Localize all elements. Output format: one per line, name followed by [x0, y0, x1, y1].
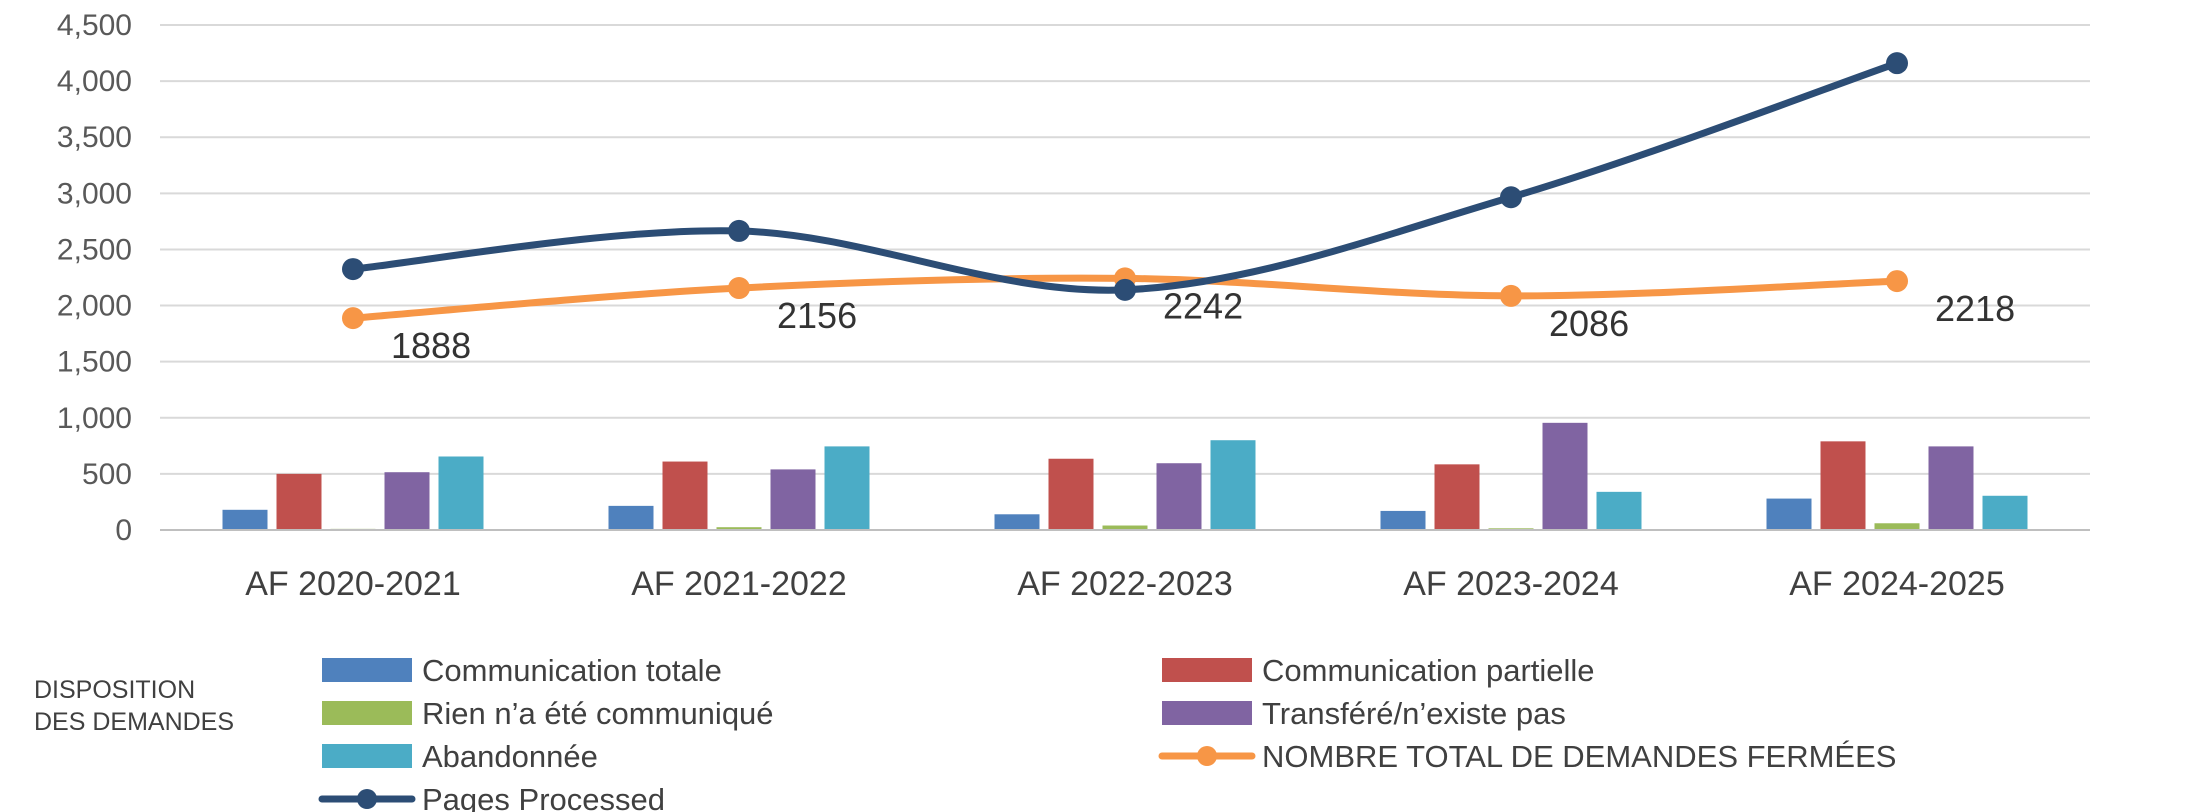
y-tick-label: 2,000 [57, 290, 132, 323]
line-point [342, 307, 364, 330]
bar [1102, 525, 1148, 530]
line-point [1114, 278, 1136, 301]
bar [994, 514, 1040, 530]
legend-label: Abandonnée [422, 739, 598, 774]
y-tick-label: 1,000 [57, 402, 132, 435]
line-point [728, 277, 750, 300]
legend-swatch [322, 658, 412, 682]
lines [342, 52, 1908, 330]
bar [1982, 495, 2028, 530]
bar [1928, 446, 1974, 530]
legend-swatch [322, 744, 412, 768]
bar [716, 527, 762, 530]
bars [222, 422, 2028, 530]
line-point [1500, 284, 1522, 307]
x-tick-label: AF 2020-2021 [245, 565, 461, 603]
bar [1596, 491, 1642, 530]
line-point [342, 258, 364, 281]
legend-label: Pages Processed [422, 782, 665, 812]
y-tick-label: 0 [115, 514, 132, 547]
y-tick-label: 1,500 [57, 346, 132, 379]
x-tick-label: AF 2024-2025 [1789, 565, 2005, 603]
bar [1766, 498, 1812, 530]
data-label: 2242 [1163, 285, 1243, 326]
bar [662, 461, 708, 530]
series-line [349, 59, 1901, 294]
y-axis: 0 500 1,000 1,500 2,000 2,500 3,000 3,500 4,000 4… [57, 9, 132, 547]
bar [222, 509, 268, 530]
legend-label: Rien n’a été communiqué [422, 696, 774, 731]
y-tick-label: 3,500 [57, 121, 132, 154]
bar [384, 472, 430, 530]
legend-label: Transféré/n’existe pas [1262, 696, 1566, 731]
x-tick-label: AF 2022-2023 [1017, 565, 1233, 603]
bar [438, 456, 484, 530]
legend-swatch [1162, 658, 1252, 682]
y-tick-label: 3,000 [57, 177, 132, 210]
legend-marker [1197, 746, 1217, 766]
bar [1434, 464, 1480, 530]
line-point [1886, 270, 1908, 293]
bar [1048, 458, 1094, 530]
legend-swatch [322, 701, 412, 725]
y-tick-label: 4,500 [57, 9, 132, 42]
legend-title-line-1: DISPOSITION [34, 676, 195, 704]
bar [1874, 523, 1920, 530]
y-tick-label: 500 [82, 458, 132, 491]
legend-swatch [1162, 701, 1252, 725]
data-label: 2086 [1549, 303, 1629, 344]
legend-label: Communication partielle [1262, 653, 1595, 688]
legend: DISPOSITION DES DEMANDES Communication t… [34, 653, 1896, 812]
bar [276, 473, 322, 530]
y-tick-label: 2,500 [57, 233, 132, 266]
data-label: 2156 [777, 295, 857, 336]
legend-label: NOMBRE TOTAL DE DEMANDES FERMÉES [1262, 739, 1896, 774]
data-labels: 1888 2156 2242 2086 2218 [391, 285, 2015, 366]
bar [608, 505, 654, 530]
bar [1210, 440, 1256, 530]
x-tick-label: AF 2021-2022 [631, 565, 847, 603]
bar [1820, 441, 1866, 530]
bar [1156, 463, 1202, 530]
line-point [1886, 52, 1908, 75]
data-label: 2218 [1935, 288, 2015, 329]
x-axis: AF 2020-2021 AF 2021-2022 AF 2022-2023 AF 2… [160, 529, 2090, 603]
data-label: 1888 [391, 325, 471, 366]
bar [824, 446, 870, 530]
bar [1542, 422, 1588, 530]
gridlines [160, 24, 2090, 475]
legend-label: Communication totale [422, 653, 722, 688]
legend-title-line-2: DES DEMANDES [34, 708, 234, 736]
bar [1380, 510, 1426, 530]
x-tick-label: AF 2023-2024 [1403, 565, 1619, 603]
line-point [728, 219, 750, 242]
legend-marker [357, 789, 377, 809]
y-tick-label: 4,000 [57, 65, 132, 98]
line-point [1500, 186, 1522, 209]
bar [770, 469, 816, 530]
